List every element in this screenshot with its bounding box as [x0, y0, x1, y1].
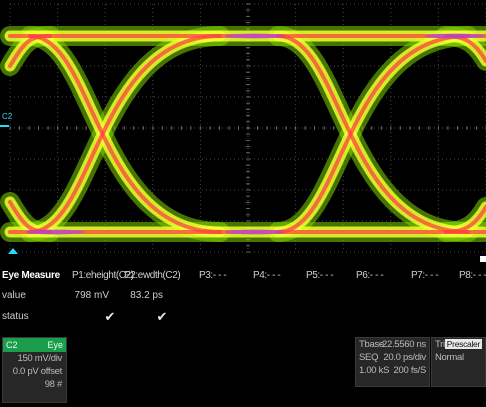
- trigger-mode: Normal: [435, 352, 464, 363]
- check-icon: ✔: [104, 309, 116, 324]
- p2-value: 83.2 ps: [130, 290, 163, 301]
- timebase-label: Tbase: [359, 339, 384, 350]
- measure-value-row: value 798 mV 83.2 ps: [0, 287, 486, 305]
- eye-trace: [8, 34, 52, 68]
- channel-name: C2: [6, 340, 18, 350]
- eye-trace-peak: [225, 33, 285, 39]
- eye-diagram-plot: C2: [0, 3, 486, 262]
- param-p8[interactable]: P8:- - -: [459, 270, 486, 281]
- channel-mode: Eye: [47, 340, 63, 350]
- channel-scale: 150 mV/div: [17, 353, 62, 364]
- timebase-descriptor-box[interactable]: Tbase -22.5560 ns SEQ 20.0 ps/div 1.00 k…: [355, 337, 430, 387]
- channel-descriptor-header: C2 Eye: [3, 338, 66, 352]
- timebase-per-div: 20.0 ps/div: [383, 352, 426, 363]
- eye-trace: [444, 205, 486, 234]
- value-row-label: value: [2, 290, 26, 301]
- channel-descriptor-box[interactable]: C2 Eye 150 mV/div 0.0 pV offset 98 #: [2, 337, 67, 403]
- eye-trace: [276, 34, 470, 234]
- param-p6[interactable]: P6:- - -: [356, 270, 384, 281]
- p1-value: 798 mV: [74, 290, 109, 301]
- timebase-samples: 1.00 kS: [359, 365, 390, 376]
- channel-count: 98 #: [44, 379, 63, 390]
- scope-display[interactable]: C2: [0, 0, 486, 262]
- eye-trace-peak: [25, 229, 85, 235]
- eye-trace: [28, 34, 222, 234]
- channel-marker-label[interactable]: C2: [2, 112, 13, 121]
- measure-title[interactable]: Eye Measure: [2, 270, 60, 281]
- timebase-mode: SEQ: [359, 352, 379, 363]
- param-p5[interactable]: P5:- - -: [306, 270, 334, 281]
- scroll-marker: [480, 256, 486, 262]
- param-p3[interactable]: P3:- - -: [199, 270, 227, 281]
- param-p1[interactable]: P1:eheight(C2): [72, 270, 134, 281]
- measure-header-row: Eye Measure P1:eheight(C2) P2:ewdth(C2) …: [0, 267, 486, 285]
- check-icon: ✔: [156, 309, 168, 324]
- channel-offset: 0.0 pV offset: [12, 366, 63, 377]
- timebase-rate: 200 fs/S: [393, 365, 427, 376]
- status-row-label: status: [2, 311, 29, 322]
- trigger-position-arrow: [8, 248, 18, 254]
- trigger-source: Prescaler: [444, 339, 482, 349]
- trigger-descriptor-box[interactable]: Trigger Prescaler Normal: [431, 337, 486, 387]
- measurement-table: Eye Measure P1:eheight(C2) P2:ewdth(C2) …: [0, 265, 486, 333]
- param-p4[interactable]: P4:- - -: [253, 270, 281, 281]
- timebase-delay: -22.5560 ns: [379, 339, 426, 350]
- param-p7[interactable]: P7:- - -: [411, 270, 439, 281]
- eye-trace-peak: [225, 229, 285, 235]
- param-p2[interactable]: P2:ewdth(C2): [124, 270, 181, 281]
- eye-trace-peak: [425, 33, 485, 39]
- measure-status-row: status ✔ ✔: [0, 308, 486, 326]
